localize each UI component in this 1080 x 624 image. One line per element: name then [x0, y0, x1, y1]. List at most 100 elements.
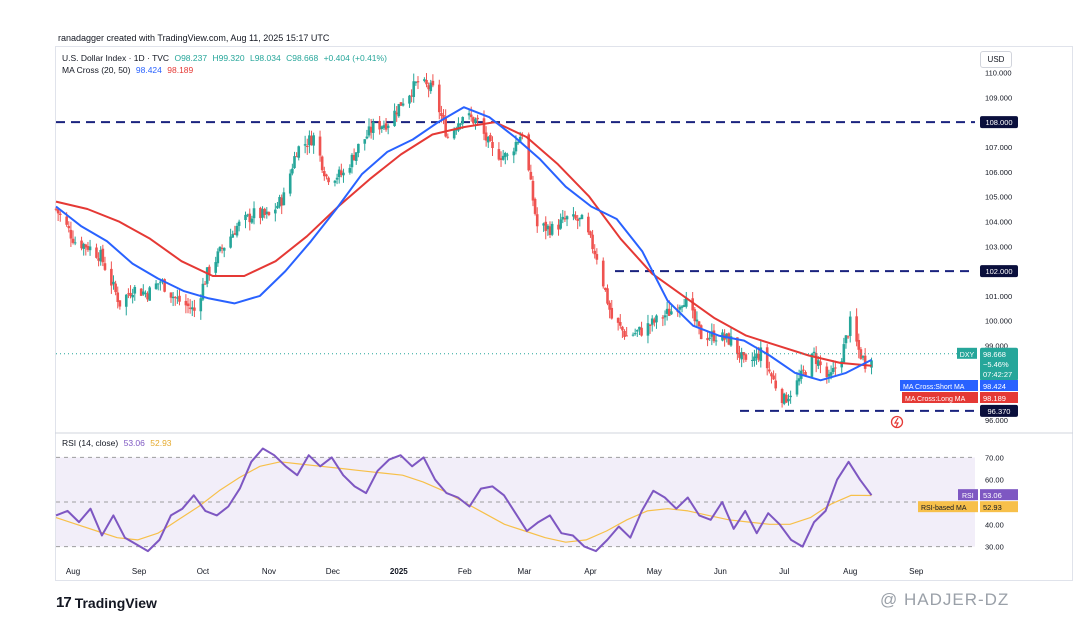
candle-body [810, 353, 814, 377]
candle-body [655, 315, 658, 323]
candle-body [591, 234, 594, 250]
candle-body [663, 315, 667, 318]
candle-body [97, 258, 100, 261]
candle-body [116, 292, 120, 303]
candle-body [665, 308, 669, 314]
candle-body [695, 319, 699, 322]
symbol-legend[interactable]: U.S. Dollar Index · 1D · TVC O98.237 H99… [62, 53, 390, 63]
candle-body [601, 260, 605, 287]
candle-body [661, 317, 665, 319]
candle-body [870, 360, 873, 368]
candle-body [322, 171, 326, 177]
candle-body [291, 168, 294, 174]
candle-body [834, 367, 837, 369]
candle-body [265, 211, 269, 215]
y-tick-label: 99.000 [985, 342, 1008, 351]
candle-body [305, 146, 309, 148]
candle-body [278, 196, 281, 207]
ohlc-high: H99.320 [212, 53, 245, 63]
candle-body [844, 335, 848, 344]
candle-body [576, 219, 579, 221]
candle-body [354, 152, 358, 161]
candle-body [173, 297, 177, 299]
candle-body [214, 262, 217, 273]
candle-body [467, 113, 471, 116]
y-tick-label: 106.000 [985, 168, 1012, 177]
candle-body [156, 283, 160, 285]
last-change-text: −5.46% [983, 360, 1009, 369]
candle-body [804, 371, 807, 376]
candle-body [501, 155, 505, 160]
rsi-y-tick-label: 60.00 [985, 476, 1004, 485]
lightning-icon [893, 417, 899, 428]
candle-body [531, 180, 535, 201]
candle-body [193, 307, 196, 311]
currency-button[interactable]: USD [980, 51, 1012, 68]
candle-body [512, 151, 516, 156]
candle-body [86, 246, 90, 250]
candle-body [56, 209, 60, 214]
candle-body [131, 294, 134, 298]
candle-body [750, 359, 754, 361]
candle-body [802, 369, 805, 371]
candle-body [67, 226, 71, 229]
candle-body [840, 361, 844, 368]
candle-body [693, 309, 697, 322]
candle-body [604, 287, 607, 291]
candle-body [755, 353, 758, 359]
candle-body [250, 218, 254, 223]
x-tick-label: Feb [458, 567, 472, 576]
candle-body [482, 118, 486, 134]
candle-body [229, 236, 232, 248]
candle-body [205, 267, 209, 284]
candle-body [99, 249, 103, 262]
candle-body [148, 287, 151, 301]
x-tick-label: Nov [262, 567, 276, 576]
candle-body [753, 356, 756, 361]
candle-body [101, 248, 105, 263]
candle-body [144, 292, 147, 294]
candle-body [765, 347, 769, 369]
candle-body [442, 115, 445, 119]
tradingview-logo[interactable]: 17 TradingView [56, 594, 157, 611]
candle-body [593, 250, 597, 255]
ohlc-close: C98.668 [286, 53, 319, 63]
candle-body [118, 300, 122, 307]
ma-short-tag-text: MA Cross:Short MA [903, 384, 965, 391]
candle-body [484, 132, 488, 141]
candle-body [814, 353, 818, 365]
candle-body [542, 223, 545, 226]
candle-body [580, 214, 584, 220]
candle-body [112, 281, 115, 285]
candle-body [114, 283, 117, 293]
candle-body [446, 136, 450, 138]
candle-body [712, 330, 716, 342]
rsi-legend-value: 53.06 [123, 438, 145, 448]
candle-body [220, 247, 224, 249]
candle-body [653, 319, 656, 323]
candle-body [414, 82, 418, 84]
rsi-price-tag [980, 489, 1018, 501]
candle-body [58, 213, 62, 215]
candle-body [831, 367, 835, 373]
candle-body [171, 296, 175, 299]
rsi-y-tick-label: 40.00 [985, 520, 1004, 529]
candle-body [861, 356, 865, 358]
candle-body [282, 192, 286, 206]
ma-long-tag [902, 392, 978, 403]
candle-body [382, 125, 386, 128]
x-tick-label: May [647, 567, 662, 576]
candle-body [176, 297, 179, 299]
candle-body [772, 375, 775, 380]
last-price-tag [980, 347, 1018, 381]
ma-legend[interactable]: MA Cross (20, 50) 98.424 98.189 [62, 65, 196, 75]
candle-body [208, 266, 211, 275]
x-tick-label: Aug [843, 567, 857, 576]
candle-body [587, 216, 590, 233]
candle-body [472, 117, 475, 124]
candle-body [708, 337, 712, 339]
rsi-legend[interactable]: RSI (14, close) 53.06 52.93 [62, 438, 175, 448]
rsi-y-tick-label: 30.00 [985, 543, 1004, 552]
level-price-text: 102.000 [985, 267, 1012, 276]
